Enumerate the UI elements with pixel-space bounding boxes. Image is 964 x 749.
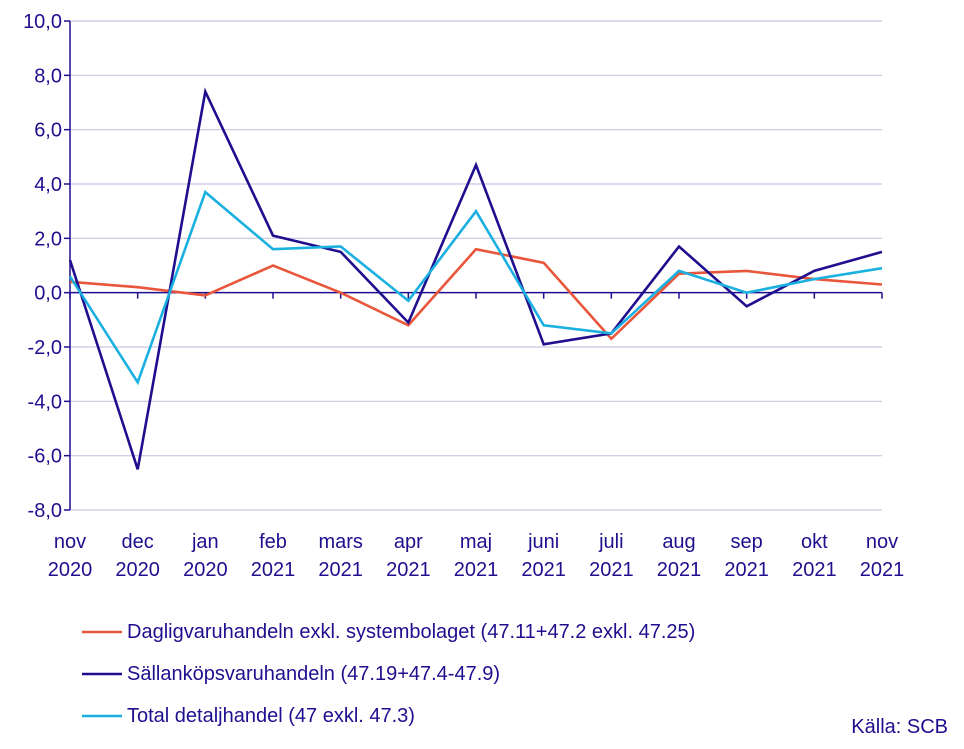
x-tick-label-month: dec [122, 531, 154, 553]
series-line-2 [68, 87, 883, 470]
x-tick-label-month: mars [318, 531, 362, 553]
x-tick-label-month: juni [527, 531, 559, 553]
axes [69, 21, 883, 510]
x-tick-label-year: 2021 [724, 559, 769, 581]
y-tick-label: -8,0 [28, 500, 62, 522]
y-tick-label: 2,0 [34, 228, 62, 250]
x-tick-label-month: nov [54, 531, 86, 553]
x-tick-label-year: 2021 [657, 559, 702, 581]
y-tick-label: -6,0 [28, 446, 62, 468]
legend: Dagligvaruhandeln exkl. systembolaget (4… [82, 621, 695, 727]
x-tick-label-month: nov [866, 531, 898, 553]
y-tick-label: 0,0 [34, 283, 62, 305]
x-tick-label-year: 2020 [115, 559, 160, 581]
x-tick-label-month: jan [191, 531, 219, 553]
grid-lines [64, 20, 882, 511]
legend-label-1: Dagligvaruhandeln exkl. systembolaget (4… [127, 621, 695, 643]
y-tick-label: 10,0 [23, 11, 62, 33]
x-tick-label-year: 2020 [183, 559, 228, 581]
y-tick-labels: 10,0 8,0 6,0 4,0 2,0 0,0 -2,0 -4,0 -6,0 -8,0 [23, 11, 62, 522]
x-tick-label-year: 2021 [589, 559, 634, 581]
series-line-3 [68, 189, 883, 386]
series-lines [68, 87, 883, 470]
series-line-1 [69, 247, 883, 341]
x-tick-label-year: 2021 [318, 559, 363, 581]
x-tick-label-year: 2021 [386, 559, 431, 581]
x-tick-label-month: sep [731, 531, 763, 553]
y-tick-label: 8,0 [34, 65, 62, 87]
legend-label-3: Total detaljhandel (47 exkl. 47.3) [127, 705, 415, 727]
x-tick-label-year: 2021 [792, 559, 837, 581]
y-tick-label: 6,0 [34, 120, 62, 142]
x-tick-label-month: apr [394, 531, 423, 553]
y-tick-label: -4,0 [28, 391, 62, 413]
x-tick-label-year: 2021 [860, 559, 905, 581]
x-tick-label-month: okt [801, 531, 828, 553]
x-tick-label-month: maj [460, 531, 492, 553]
x-tick-label-year: 2021 [521, 559, 566, 581]
source-note: Källa: SCB [851, 716, 948, 738]
x-tick-label-month: aug [662, 531, 695, 553]
y-tick-label: -2,0 [28, 337, 62, 359]
y-tick-label: 4,0 [34, 174, 62, 196]
legend-label-2: Sällanköpsvaruhandeln (47.19+47.4-47.9) [127, 663, 500, 685]
x-tick-labels: nov 2020 dec 2020 jan 2020 feb 2021 mars 2021 apr 2… [48, 531, 905, 581]
x-tick-label-year: 2020 [48, 559, 93, 581]
x-tick-label-year: 2021 [251, 559, 296, 581]
x-tick-label-month: feb [259, 531, 287, 553]
x-tick-label-month: juli [598, 531, 623, 553]
x-tick-label-year: 2021 [454, 559, 499, 581]
